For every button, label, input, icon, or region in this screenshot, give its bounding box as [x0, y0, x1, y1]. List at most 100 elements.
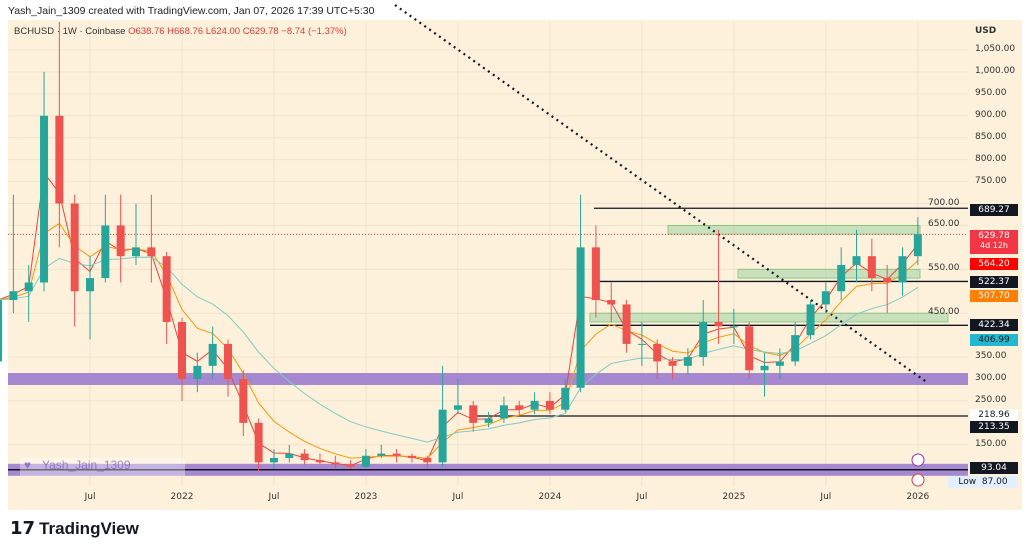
- brand-name: TradingView: [39, 518, 139, 538]
- candle-body: [883, 278, 892, 283]
- ema-mid-badge: 507.70: [970, 290, 1018, 302]
- candle-body: [561, 387, 570, 410]
- candle-body: [898, 256, 907, 283]
- moving-average-line: [0, 222, 919, 460]
- open-value: O638.76: [128, 26, 165, 37]
- candle-body: [9, 291, 18, 301]
- candle-body: [116, 225, 125, 257]
- candle-body: [269, 457, 278, 463]
- flag-event-icon: [911, 473, 925, 487]
- resistance-badge: 522.37: [970, 276, 1018, 288]
- tradingview-logo[interactable]: 𝟭𝟳 TradingView: [10, 518, 139, 539]
- chart-panel[interactable]: [8, 20, 1022, 510]
- candle-body: [300, 453, 309, 461]
- exchange: Coinbase: [85, 26, 126, 37]
- candle-body: [40, 115, 49, 283]
- candle-body: [484, 418, 493, 423]
- symbol-legend: BCHUSD · 1W · Coinbase O638.76 H668.76 L…: [14, 26, 347, 37]
- candle-body: [591, 247, 600, 301]
- currency-label[interactable]: USD: [975, 26, 997, 36]
- candle-body: [24, 282, 33, 292]
- candle-body: [699, 321, 708, 358]
- lightning-event-icon: [911, 453, 925, 467]
- candle-body: [806, 304, 815, 336]
- y-tick-label: 150.00: [975, 438, 1007, 449]
- y-tick-label: 900.00: [975, 109, 1007, 120]
- candle-body: [0, 300, 3, 362]
- watermark-text: Yash_Jain_1309: [42, 458, 131, 472]
- last-price: 629.78: [978, 231, 1010, 241]
- ema-fast-badge: 564.20: [970, 258, 1018, 270]
- x-tick-label: Jul: [820, 492, 832, 502]
- demand-zone: [667, 224, 921, 235]
- y-tick-label: 1,000.00: [975, 65, 1016, 76]
- x-tick-label: Jul: [452, 492, 464, 502]
- candle-body: [852, 256, 861, 265]
- candle-body: [714, 321, 723, 327]
- y-tick-label: 300.00: [975, 373, 1007, 383]
- y-tick-label: 650.00: [928, 219, 960, 230]
- candle-body: [453, 405, 462, 410]
- candle-body: [545, 400, 554, 410]
- candle-body: [86, 278, 95, 292]
- candle-body: [622, 304, 631, 344]
- ema-slow-badge: 406.99: [970, 334, 1018, 346]
- symbol[interactable]: BCHUSD: [14, 26, 55, 37]
- candle-body: [407, 455, 416, 458]
- candle-body: [867, 256, 876, 279]
- candle-body: [775, 361, 784, 366]
- candle-body: [55, 115, 64, 204]
- candle-body: [423, 457, 432, 463]
- y-tick-label: 950.00: [975, 87, 1007, 98]
- candle-body: [668, 361, 677, 366]
- candle-body: [377, 453, 386, 456]
- x-tick-label: 2024: [538, 492, 562, 502]
- x-tick-label: Jul: [636, 492, 648, 502]
- resistance-badge: 689.27: [970, 204, 1018, 216]
- candle-body: [331, 462, 340, 465]
- watermark: ♥ Yash_Jain_1309: [20, 458, 185, 476]
- candle-body: [637, 343, 646, 345]
- candle-body: [239, 379, 248, 423]
- candle-body: [576, 247, 585, 388]
- candle-body: [791, 335, 800, 362]
- resistance-badge: 422.34: [970, 319, 1018, 331]
- chart-credit: Yash_Jain_1309 created with TradingView.…: [8, 5, 375, 17]
- candle-body: [254, 422, 263, 463]
- candle-body: [499, 405, 508, 419]
- support-badge: 218.96: [970, 409, 1018, 421]
- demand-zone: [589, 312, 949, 323]
- y-tick-label: 250.00: [975, 394, 1007, 405]
- y-tick-label: 750.00: [975, 175, 1007, 186]
- candle-body: [70, 203, 79, 292]
- low-label: Low: [958, 477, 977, 487]
- low-badge: Low 87.00: [948, 476, 1018, 488]
- candle-body: [208, 343, 217, 366]
- y-tick-label: 450.00: [928, 307, 960, 318]
- high-value: H668.76: [167, 26, 204, 37]
- close-value: C629.78: [242, 26, 279, 37]
- candle-body: [745, 326, 754, 371]
- change-value: −8.74 (−1.37%): [281, 26, 347, 37]
- candle-body: [607, 300, 616, 305]
- candle-body: [683, 357, 692, 366]
- last-price-badge: 629.78 4d 12h: [970, 230, 1018, 254]
- candle-body: [361, 455, 370, 467]
- candle-body: [178, 321, 186, 379]
- candle-body: [530, 400, 539, 410]
- low-value: L624.00: [205, 26, 241, 37]
- candle-body: [101, 225, 110, 279]
- x-tick-label: 2026: [906, 492, 930, 502]
- interval[interactable]: 1W: [62, 26, 77, 37]
- candle-body: [729, 326, 738, 328]
- x-tick-label: 2025: [722, 492, 746, 502]
- y-tick-label: 350.00: [975, 351, 1007, 362]
- candle-body: [193, 365, 202, 379]
- y-tick-label: 1,050.00: [975, 43, 1016, 54]
- bar-countdown: 4d 12h: [980, 241, 1008, 250]
- candle-body: [132, 247, 141, 257]
- candle-body: [162, 256, 171, 322]
- candle-body: [653, 343, 662, 362]
- candle-body: [821, 291, 830, 305]
